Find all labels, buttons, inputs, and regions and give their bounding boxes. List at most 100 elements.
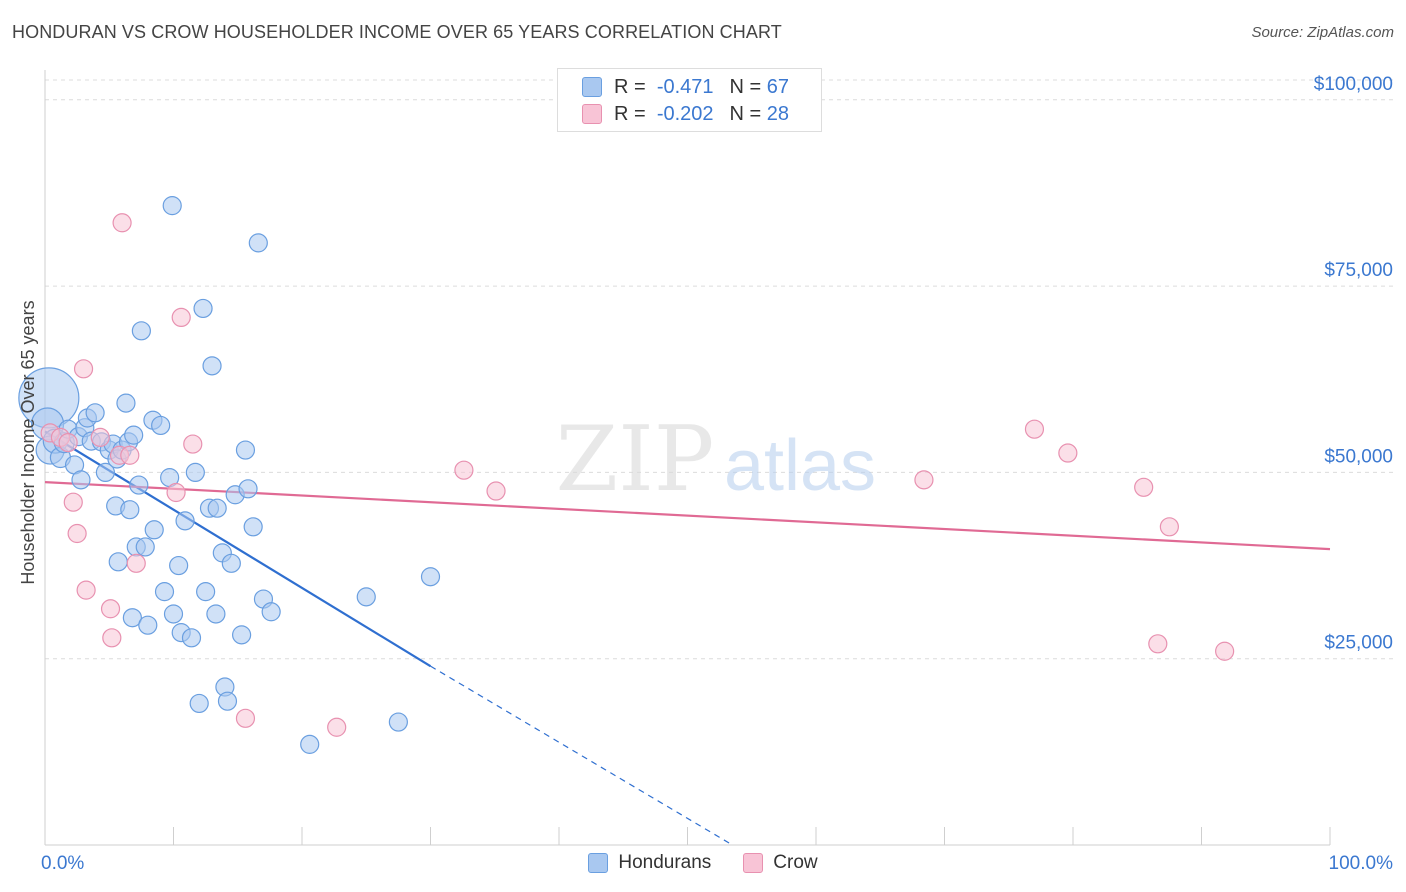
legend-r-value: -0.202 (656, 102, 714, 125)
x-tick-label-1: 100.0% (1329, 853, 1394, 874)
series-legend: Hondurans Crow (0, 852, 1406, 874)
chart-title: HONDURAN VS CROW HOUSEHOLDER INCOME OVER… (12, 22, 782, 42)
point-crow-27 (1215, 641, 1235, 661)
point-hondurans-20 (108, 552, 128, 572)
point-crow-14 (166, 482, 186, 503)
point-hondurans-55 (232, 625, 252, 645)
point-crow-19 (454, 460, 474, 480)
point-hondurans-37 (163, 604, 184, 624)
point-hondurans-49 (207, 498, 227, 518)
point-hondurans-33 (151, 415, 171, 436)
point-crow-15 (171, 307, 191, 328)
point-hondurans-9 (71, 470, 91, 490)
series-swatch-crow (743, 853, 764, 873)
y-tick-label-0: $25,000 (1324, 633, 1393, 654)
point-hondurans-62 (300, 734, 320, 754)
point-hondurans-53 (221, 553, 241, 573)
series-legend-crow[interactable]: Crow (743, 852, 818, 874)
correlation-legend: R = -0.471 N = 67 R = -0.202 N = 28 (557, 68, 822, 132)
point-hondurans-27 (129, 475, 149, 495)
point-crow-5 (73, 359, 94, 379)
point-hondurans-29 (135, 537, 155, 557)
series-label-crow: Crow (773, 852, 818, 873)
point-hondurans-42 (185, 462, 205, 483)
trendline-hondurans-extension (430, 665, 733, 846)
point-hondurans-30 (138, 615, 158, 635)
trendline-crow (44, 480, 1331, 551)
legend-r-label: R = (614, 102, 646, 125)
point-hondurans-28 (131, 321, 151, 341)
point-hondurans-13 (85, 403, 105, 423)
point-crow-21 (914, 470, 934, 490)
point-hondurans-64 (388, 712, 408, 732)
watermark-atlas: atlas (724, 426, 876, 506)
point-crow-22 (1024, 419, 1045, 439)
x-tick-label-0: 0.0% (41, 853, 84, 874)
point-hondurans-52 (217, 691, 238, 711)
data-points (18, 196, 1235, 754)
point-crow-8 (100, 599, 121, 619)
y-tick-label-2: $75,000 (1324, 260, 1393, 281)
point-hondurans-15 (95, 462, 115, 483)
legend-n-label: N = (729, 102, 762, 125)
point-crow-16 (183, 434, 203, 454)
point-hondurans-48 (206, 604, 226, 624)
point-hondurans-36 (162, 196, 182, 216)
point-crow-24 (1134, 477, 1154, 497)
legend-row-hondurans: R = -0.471 N = 67 (582, 74, 789, 100)
point-hondurans-44 (193, 298, 213, 319)
point-crow-11 (112, 213, 132, 233)
legend-r-value: -0.471 (656, 75, 714, 98)
series-crow (40, 213, 1235, 737)
point-hondurans-41 (181, 628, 202, 648)
point-hondurans-22 (116, 393, 136, 413)
point-crow-9 (102, 628, 122, 648)
point-crow-23 (1058, 443, 1078, 463)
point-crow-26 (1148, 634, 1168, 654)
legend-swatch-crow (582, 104, 602, 124)
point-hondurans-65 (420, 567, 441, 587)
axes (44, 70, 1331, 846)
y-axis-label: Householder Income Over 65 years (18, 300, 38, 584)
point-hondurans-24 (120, 500, 140, 520)
point-crow-3 (63, 492, 83, 512)
point-crow-20 (486, 481, 506, 501)
point-hondurans-59 (248, 233, 268, 253)
point-hondurans-66 (124, 425, 144, 445)
legend-r-label: R = (614, 75, 646, 98)
grid-lines (45, 79, 1395, 660)
series-label-hondurans: Hondurans (618, 852, 712, 873)
point-hondurans-32 (144, 520, 164, 540)
point-crow-13 (126, 553, 146, 573)
watermark: ZIP atlas (556, 407, 876, 512)
point-crow-6 (76, 580, 96, 600)
series-legend-hondurans[interactable]: Hondurans (588, 852, 711, 874)
point-hondurans-34 (154, 582, 175, 602)
y-tick-label-1: $50,000 (1324, 446, 1393, 467)
legend-n-label: N = (729, 75, 762, 98)
series-swatch-hondurans (588, 853, 609, 873)
legend-row-crow: R = -0.202 N = 28 (582, 101, 789, 127)
point-crow-7 (90, 427, 110, 447)
point-crow-12 (120, 445, 140, 465)
point-hondurans-38 (169, 555, 189, 576)
point-hondurans-47 (202, 356, 222, 376)
point-crow-2 (58, 432, 78, 453)
point-crow-17 (235, 708, 256, 728)
point-hondurans-56 (235, 440, 256, 460)
point-hondurans-43 (189, 693, 209, 714)
tick-labels: $25,000 $50,000 $75,000 $100,000 0.0% 100.0% H… (18, 74, 1393, 874)
point-crow-25 (1159, 517, 1179, 537)
point-crow-18 (327, 717, 347, 737)
series-hondurans (18, 196, 441, 754)
legend-swatch-hondurans (582, 77, 602, 97)
watermark-zip: ZIP (556, 407, 715, 512)
legend-n-value: 28 (766, 102, 790, 125)
point-hondurans-45 (196, 582, 216, 602)
point-crow-4 (67, 523, 87, 544)
point-hondurans-40 (175, 511, 195, 531)
point-hondurans-58 (243, 517, 263, 537)
point-hondurans-25 (122, 608, 142, 628)
point-hondurans-61 (261, 602, 281, 622)
